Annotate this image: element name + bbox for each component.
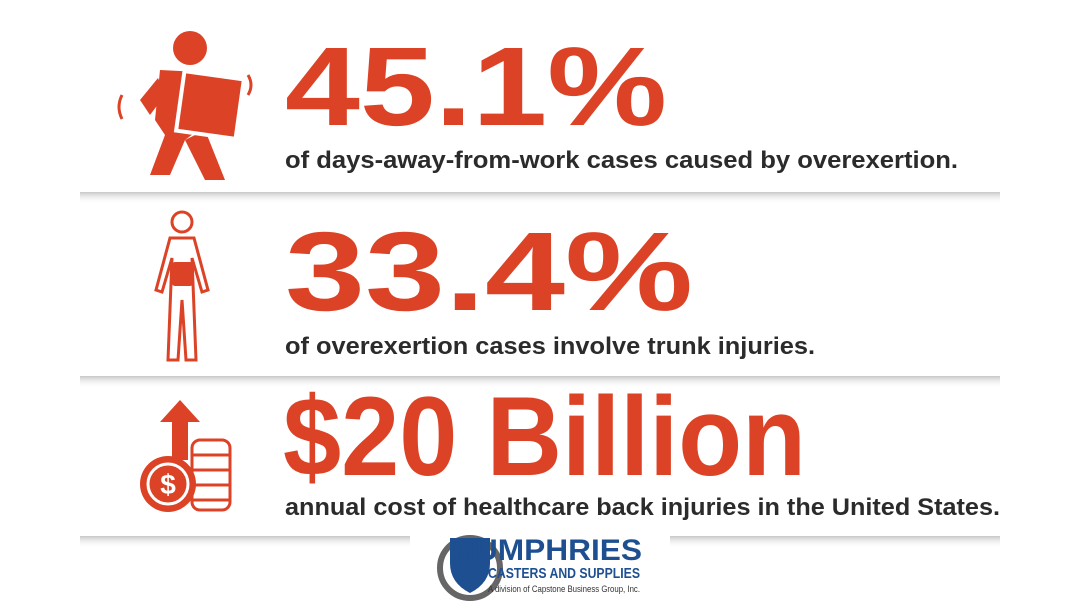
divider <box>80 376 1000 388</box>
stat-value: 33.4% <box>285 209 693 334</box>
divider <box>670 536 1000 548</box>
stat-value: $20 Billion <box>283 374 806 499</box>
stat-description: annual cost of healthcare back injuries … <box>285 494 1000 521</box>
divider <box>80 192 1000 204</box>
logo: HUMPHRIES CASTERS AND SUPPLIES A divisio… <box>437 534 642 601</box>
coin-symbol: $ <box>160 469 176 500</box>
lifting-icon <box>117 31 253 180</box>
divider <box>80 536 410 548</box>
logo-name: HUMPHRIES <box>452 534 642 567</box>
body-icon <box>154 210 210 362</box>
stat-description: of overexertion cases involve trunk inju… <box>285 333 815 360</box>
logo-tagline: CASTERS AND SUPPLIES <box>488 565 640 582</box>
stat-value: 45.1% <box>285 24 667 149</box>
cost-icon: $ <box>140 400 232 512</box>
stat-description: of days-away-from-work cases caused by o… <box>285 147 958 174</box>
logo-division: A division of Capstone Business Group, I… <box>488 584 640 594</box>
